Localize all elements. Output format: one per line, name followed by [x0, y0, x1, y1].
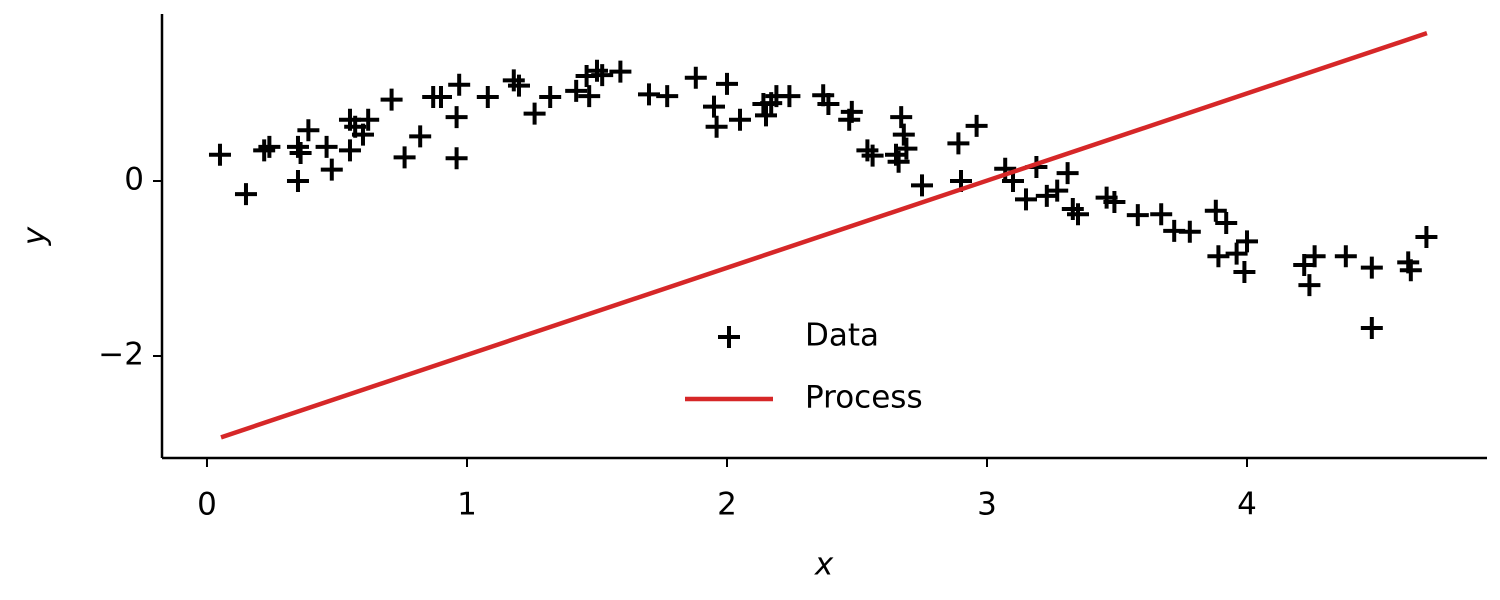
data-point: [445, 147, 468, 170]
data-point: [965, 114, 988, 137]
data-point: [1067, 203, 1090, 226]
data-point: [947, 132, 970, 155]
data-point: [1204, 199, 1227, 222]
data-point: [1236, 230, 1259, 253]
data-point: [578, 85, 601, 108]
data-point: [429, 86, 452, 109]
data-point: [1046, 179, 1069, 202]
data-point: [1215, 212, 1238, 235]
x-tick-label: 1: [457, 487, 477, 523]
data-point: [861, 144, 884, 167]
data-point: [351, 123, 374, 146]
data-point: [286, 170, 309, 193]
legend-label: Data: [805, 318, 879, 354]
data-point: [705, 115, 728, 138]
data-point: [754, 104, 777, 127]
data-point: [289, 142, 312, 165]
data-point: [315, 135, 338, 158]
x-axis-label: x: [814, 547, 834, 583]
data-point: [890, 106, 913, 129]
data-point: [591, 64, 614, 87]
data-point: [817, 93, 840, 116]
legend-label: Process: [805, 380, 923, 416]
data-point: [911, 174, 934, 197]
data-point: [234, 183, 257, 206]
data-point: [840, 100, 863, 123]
data-point: [856, 139, 879, 162]
data-point: [1207, 245, 1230, 268]
data-point: [539, 86, 562, 109]
data-point: [892, 123, 915, 146]
data-point: [887, 150, 910, 173]
data-point: [1103, 191, 1126, 214]
x-tick-label: 0: [197, 487, 217, 523]
y-tick-label: 0: [124, 162, 144, 198]
data-point: [585, 59, 608, 82]
data-point: [445, 106, 468, 129]
data-point: [448, 73, 471, 96]
data-point: [609, 60, 632, 83]
data-point: [1233, 261, 1256, 284]
data-point: [409, 125, 432, 148]
data-point: [1178, 220, 1201, 243]
data-point: [380, 88, 403, 111]
data-point: [1015, 188, 1038, 211]
data-point: [1150, 203, 1173, 226]
data-point: [258, 135, 281, 158]
data-point: [702, 95, 725, 118]
data-point: [656, 85, 679, 108]
data-point: [715, 72, 738, 95]
process-line: [220, 31, 1428, 440]
data-point: [1334, 245, 1357, 268]
y-tick-label: −2: [98, 336, 144, 372]
data-point: [1126, 204, 1149, 227]
data-point: [1360, 316, 1383, 339]
data-point: [476, 86, 499, 109]
data-point: [1056, 162, 1079, 185]
data-point: [1061, 198, 1084, 221]
data-point: [728, 108, 751, 131]
legend-marker: [718, 326, 740, 348]
y-axis-label: y: [17, 226, 53, 246]
data-point: [523, 102, 546, 125]
data-point: [1303, 245, 1326, 268]
data-point: [357, 108, 380, 131]
data-point: [1035, 184, 1058, 207]
x-tick-label: 3: [977, 487, 997, 523]
data-point: [393, 146, 416, 169]
x-tick-label: 2: [717, 487, 737, 523]
x-tick-label: 4: [1237, 487, 1257, 523]
data-point: [1225, 242, 1248, 265]
data-point: [1399, 259, 1422, 282]
data-point: [320, 158, 343, 181]
data-point: [778, 85, 801, 108]
data-point: [502, 69, 525, 92]
data-point: [297, 119, 320, 142]
data-point: [565, 79, 588, 102]
data-point: [253, 139, 276, 162]
data-point: [1415, 226, 1438, 249]
data-point: [1298, 274, 1321, 297]
data-point: [208, 143, 231, 166]
data-point: [507, 74, 530, 97]
data-point: [1360, 256, 1383, 279]
data-point: [895, 137, 918, 160]
data-point: [338, 139, 361, 162]
data-point: [684, 66, 707, 89]
